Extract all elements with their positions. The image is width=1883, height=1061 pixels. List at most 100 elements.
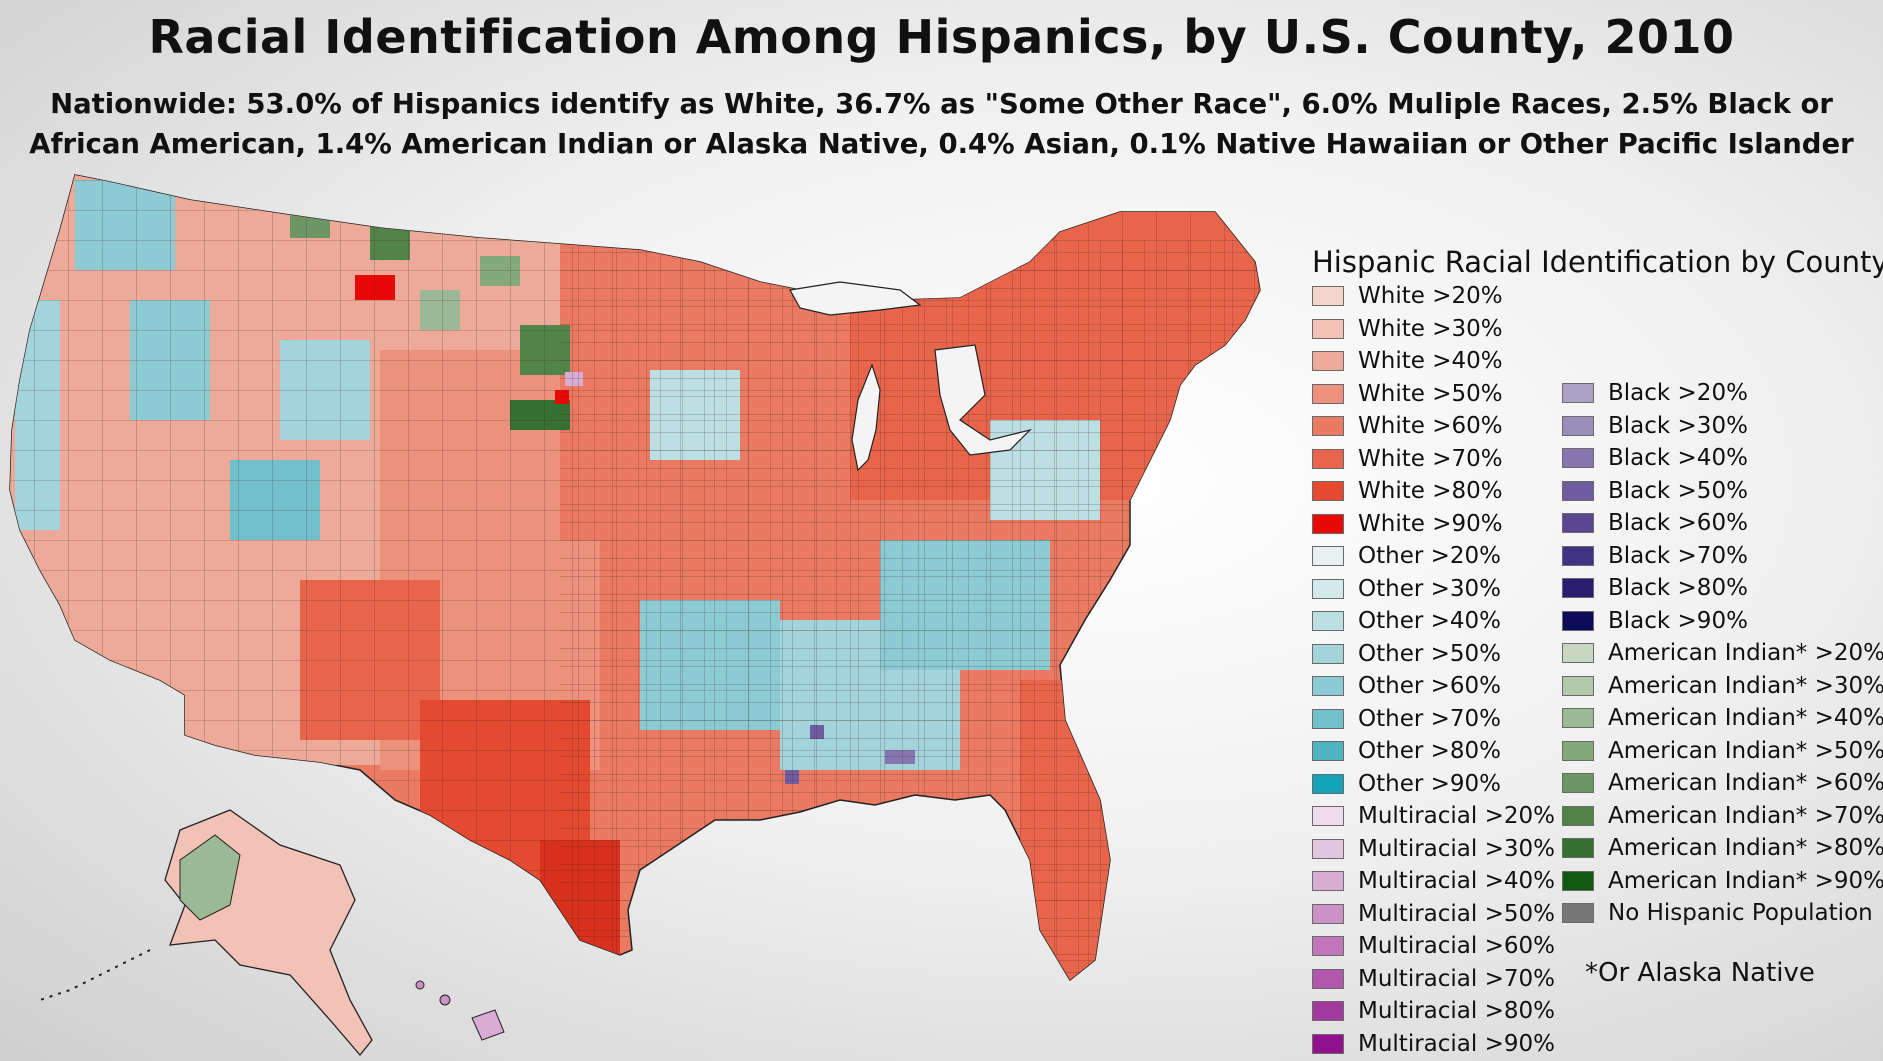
legend-swatch	[1562, 675, 1594, 696]
legend-label: Other >80%	[1358, 738, 1502, 764]
legend-swatch	[1312, 838, 1344, 859]
legend-swatch	[1312, 741, 1344, 761]
legend-swatch	[1312, 643, 1344, 664]
legend-swatch	[1562, 545, 1594, 566]
legend-footnote: *Or Alaska Native	[1585, 958, 1815, 988]
legend-label: Black >90%	[1608, 607, 1748, 634]
legend-label: Multiracial >20%	[1358, 803, 1555, 829]
legend-swatch	[1312, 383, 1344, 404]
legend-label: Multiracial >50%	[1358, 900, 1555, 927]
legend-swatch	[1312, 676, 1344, 696]
lake-michigan	[851, 363, 881, 472]
legend-swatch	[1312, 968, 1344, 989]
hawaii-islands	[471, 1009, 505, 1041]
county-boundaries-east	[560, 240, 1260, 980]
legend-label: Multiracial >70%	[1358, 965, 1555, 992]
alaska-ai-region	[179, 834, 241, 921]
legend-swatch	[1312, 351, 1344, 371]
legend-label: White >60%	[1358, 413, 1503, 439]
legend-label: American Indian* >60%	[1608, 770, 1883, 796]
legend-swatch	[1562, 643, 1594, 663]
legend-label: Other >60%	[1358, 673, 1502, 699]
hawaii	[415, 980, 505, 1041]
aleutian-islands	[39, 949, 151, 1001]
legend-title: Hispanic Racial Identification by County	[1312, 245, 1883, 279]
legend-label: Other >90%	[1358, 770, 1502, 797]
legend-label: Black >40%	[1608, 445, 1748, 471]
legend-swatch	[1562, 513, 1594, 533]
legend-swatch	[1312, 513, 1344, 534]
legend-swatch	[1562, 773, 1594, 793]
legend-label: Multiracial >90%	[1358, 1030, 1555, 1057]
legend-swatch	[1312, 448, 1344, 469]
legend-label: No Hispanic Population	[1608, 900, 1873, 926]
legend-label: Black >30%	[1608, 412, 1748, 439]
legend-swatch	[1562, 383, 1594, 403]
map-subtitle-line-2: African American, 1.4% American Indian o…	[29, 128, 1854, 160]
alaska	[39, 809, 373, 1057]
legend-swatch	[1312, 936, 1344, 956]
legend-label: White >30%	[1358, 315, 1503, 342]
legend-swatch	[1562, 415, 1594, 436]
legend-label: American Indian* >50%	[1608, 737, 1883, 764]
legend-label: Black >70%	[1608, 542, 1748, 569]
alaska-shape	[164, 809, 373, 1057]
legend-label: White >70%	[1358, 445, 1503, 472]
legend-label: White >50%	[1358, 380, 1503, 407]
legend-swatch	[1562, 740, 1594, 761]
legend-swatch	[1312, 546, 1344, 566]
legend-label: American Indian* >40%	[1608, 705, 1883, 731]
legend-swatch	[1312, 773, 1344, 794]
legend-label: Other >20%	[1358, 543, 1502, 569]
legend-label: American Indian* >30%	[1608, 672, 1883, 699]
legend-swatch	[1312, 1033, 1344, 1054]
legend-swatch	[1312, 871, 1344, 891]
legend-swatch	[1562, 448, 1594, 468]
legend-swatch	[1312, 416, 1344, 436]
legend-label: Other >70%	[1358, 705, 1502, 732]
legend-label: Other >40%	[1358, 608, 1502, 634]
legend-label: White >40%	[1358, 348, 1503, 374]
legend-label: Black >50%	[1608, 477, 1748, 504]
legend-label: Black >60%	[1608, 510, 1748, 536]
legend-swatch	[1312, 708, 1344, 729]
legend-label: Multiracial >80%	[1358, 998, 1555, 1024]
legend-swatch	[1562, 708, 1594, 728]
legend-label: Other >50%	[1358, 640, 1502, 667]
legend-swatch	[1312, 318, 1344, 339]
legend-swatch	[1312, 286, 1344, 306]
legend-swatch	[1312, 611, 1344, 631]
legend-swatch	[1312, 806, 1344, 826]
legend-label: American Indian* >80%	[1608, 835, 1883, 861]
hawaii-small-island-2	[415, 980, 425, 990]
legend-label: American Indian* >90%	[1608, 867, 1883, 894]
legend-swatch	[1562, 480, 1594, 501]
lake-superior	[789, 281, 922, 316]
legend-label: White >20%	[1358, 283, 1503, 309]
legend-swatch	[1562, 870, 1594, 891]
map-title: Racial Identification Among Hispanics, b…	[148, 10, 1735, 64]
legend-label: Black >80%	[1608, 575, 1748, 601]
legend-label: Multiracial >60%	[1358, 933, 1555, 959]
map-subtitle-line-1: Nationwide: 53.0% of Hispanics identify …	[50, 88, 1833, 120]
county-choropleth-map	[9, 174, 1261, 1057]
hawaii-small-island	[439, 994, 451, 1006]
legend-swatch	[1562, 578, 1594, 598]
legend-label: Black >20%	[1608, 380, 1748, 406]
legend-swatch	[1312, 578, 1344, 599]
contiguous-us	[9, 174, 1261, 982]
legend-swatch	[1312, 481, 1344, 501]
legend-label: Multiracial >40%	[1358, 868, 1555, 894]
legend-swatch	[1312, 1001, 1344, 1021]
legend-swatch	[1562, 805, 1594, 826]
legend-swatch	[1562, 838, 1594, 858]
legend-swatch	[1562, 610, 1594, 631]
legend-label: American Indian* >20%	[1608, 640, 1883, 666]
legend-label: American Indian* >70%	[1608, 802, 1883, 829]
legend-label: Multiracial >30%	[1358, 835, 1555, 862]
legend-swatch	[1312, 903, 1344, 924]
legend-label: White >90%	[1358, 510, 1503, 537]
lake-huron-erie	[934, 344, 1032, 456]
legend-label: White >80%	[1358, 478, 1503, 504]
legend-swatch	[1562, 903, 1594, 923]
